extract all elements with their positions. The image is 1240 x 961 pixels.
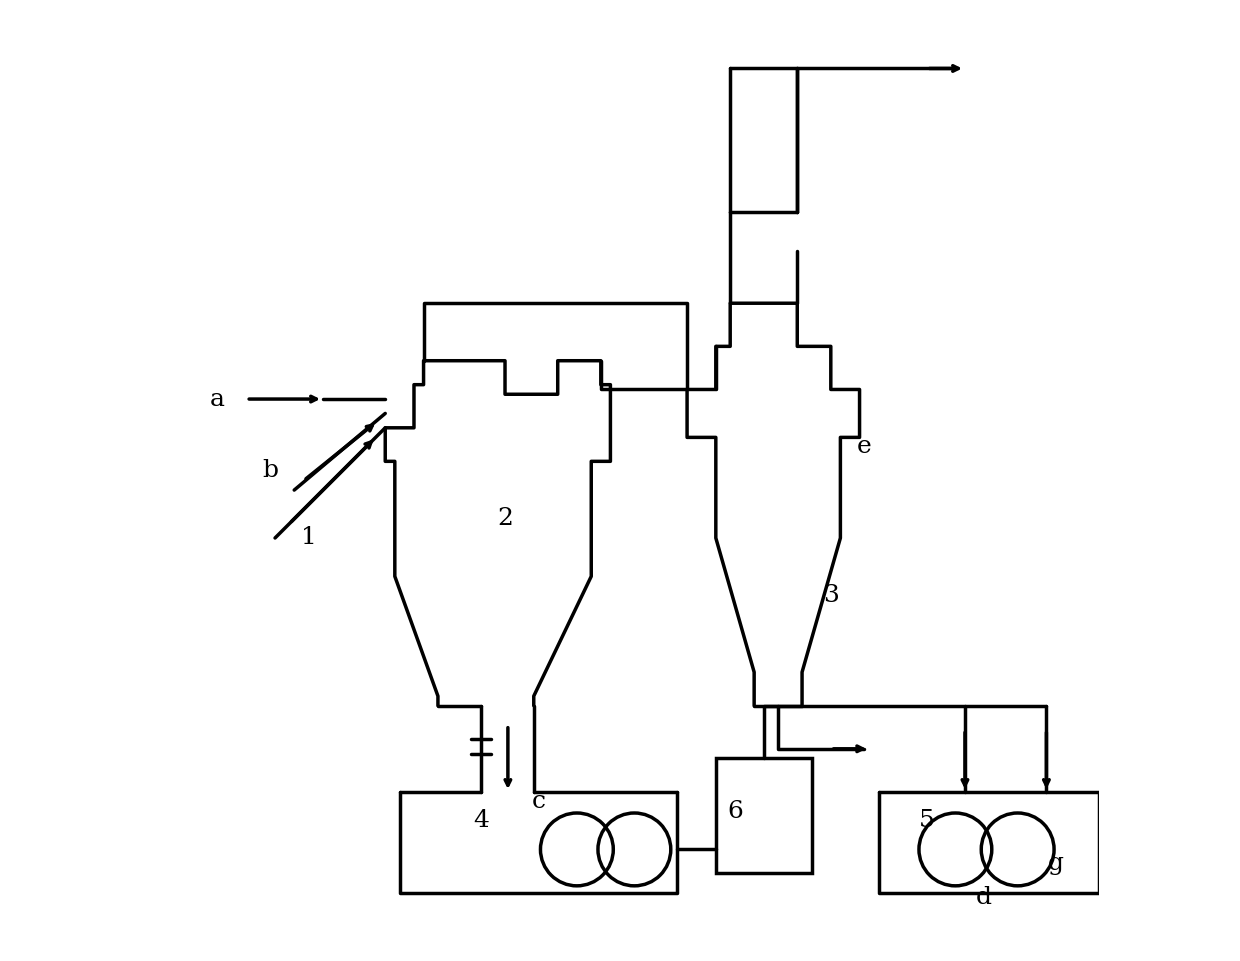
- Text: g: g: [1048, 852, 1064, 875]
- Text: e: e: [857, 435, 872, 458]
- Text: b: b: [262, 459, 278, 482]
- Text: c: c: [532, 790, 546, 813]
- Text: 1: 1: [301, 527, 316, 550]
- Text: d: d: [976, 886, 992, 909]
- Text: 5: 5: [919, 809, 935, 832]
- Text: a: a: [210, 387, 224, 410]
- Text: 2: 2: [497, 507, 513, 530]
- Text: 4: 4: [474, 809, 489, 832]
- Text: 6: 6: [727, 800, 743, 823]
- Text: 3: 3: [823, 584, 838, 607]
